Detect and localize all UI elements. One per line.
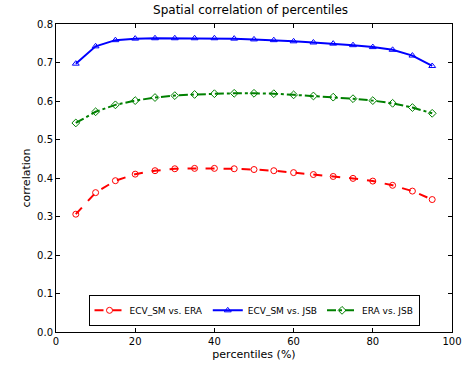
svg-text:0.6: 0.6 (37, 96, 53, 107)
svg-text:40: 40 (208, 336, 221, 347)
svg-text:0.2: 0.2 (37, 250, 53, 261)
svg-text:0: 0 (53, 336, 59, 347)
svg-text:0.8: 0.8 (37, 19, 53, 30)
svg-text:ECV_SM vs. ERA: ECV_SM vs. ERA (130, 306, 203, 316)
svg-text:ECV_SM vs. JSB: ECV_SM vs. JSB (248, 306, 317, 316)
svg-text:0.1: 0.1 (37, 288, 53, 299)
svg-text:0.0: 0.0 (37, 327, 53, 338)
svg-text:Spatial correlation of percent: Spatial correlation of percentiles (153, 3, 348, 17)
svg-text:80: 80 (366, 336, 379, 347)
svg-text:20: 20 (129, 336, 142, 347)
svg-text:correlation: correlation (20, 148, 33, 207)
svg-text:100: 100 (442, 336, 461, 347)
svg-text:ERA vs. JSB: ERA vs. JSB (362, 306, 413, 316)
svg-text:0.3: 0.3 (37, 211, 53, 222)
svg-text:percentiles (%): percentiles (%) (212, 348, 295, 361)
svg-text:0.5: 0.5 (37, 134, 53, 145)
svg-text:0.4: 0.4 (37, 173, 53, 184)
svg-text:60: 60 (287, 336, 300, 347)
svg-text:0.7: 0.7 (37, 57, 53, 68)
